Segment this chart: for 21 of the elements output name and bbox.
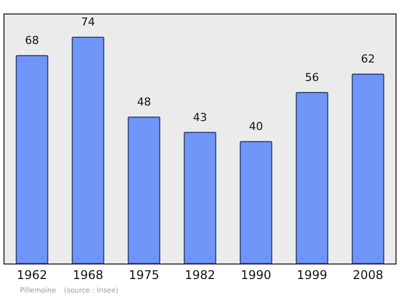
x-tick-label: 1990 [240, 268, 272, 282]
x-tick-label: 1982 [184, 268, 216, 282]
x-tick-label: 1968 [72, 268, 104, 282]
data-label: 56 [305, 71, 319, 84]
data-label: 62 [361, 52, 375, 66]
x-tick-label: 2008 [352, 268, 384, 282]
bar [352, 74, 384, 264]
data-label: 68 [25, 34, 39, 48]
bar [72, 36, 104, 264]
bar [128, 116, 160, 264]
bar [296, 92, 328, 264]
data-label: 40 [249, 120, 263, 134]
data-label: 43 [193, 110, 207, 124]
bar [184, 132, 216, 264]
bar [240, 141, 272, 264]
x-tick-label: 1962 [16, 268, 48, 282]
data-label: 48 [137, 96, 151, 109]
x-tick-label: 1999 [296, 268, 328, 282]
bar [16, 55, 48, 264]
data-label: 74 [81, 16, 95, 29]
x-tick-label: 1975 [128, 268, 160, 282]
